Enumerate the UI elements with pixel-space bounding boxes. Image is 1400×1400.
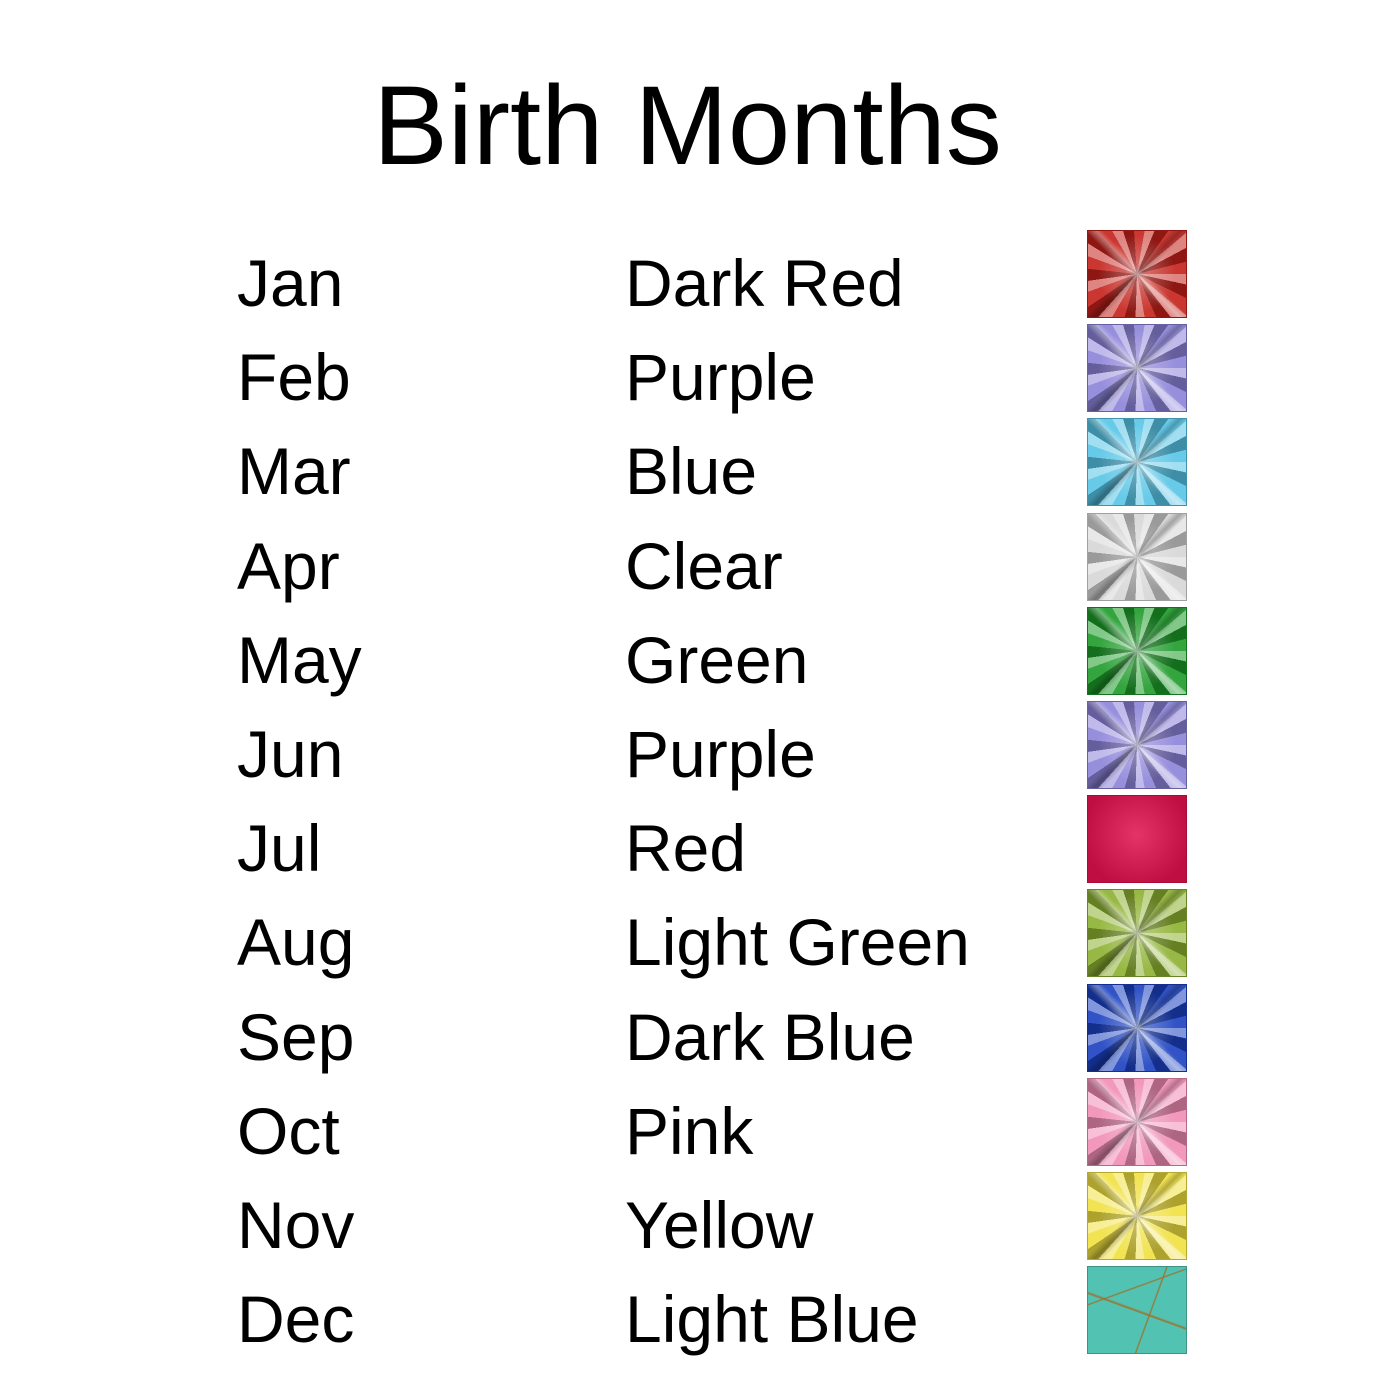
color-label: Purple — [625, 340, 816, 415]
color-label: Dark Blue — [625, 999, 915, 1074]
gemstone-swatch — [1087, 512, 1187, 601]
gemstone-swatch — [1087, 1077, 1187, 1166]
gemstone-swatch — [1087, 418, 1187, 507]
gemstone-swatch — [1087, 230, 1187, 318]
list-item: Apr Clear — [0, 512, 1400, 607]
month-label: Feb — [237, 340, 351, 415]
color-label: Yellow — [625, 1188, 814, 1262]
month-label: Jan — [237, 246, 344, 320]
month-label: Nov — [237, 1188, 355, 1262]
month-label: Jun — [237, 717, 344, 791]
gemstone-swatch — [1087, 889, 1187, 978]
gemstone-swatch — [1087, 1266, 1187, 1355]
gemstone-swatch — [1087, 983, 1187, 1072]
month-label: Jul — [237, 811, 322, 886]
list-item: Mar Blue — [0, 418, 1400, 512]
list-item: Feb Purple — [0, 324, 1400, 418]
color-label: Dark Red — [625, 246, 904, 320]
month-label: Oct — [237, 1093, 340, 1168]
color-label: Light Green — [625, 905, 970, 980]
month-label: Apr — [237, 528, 340, 603]
list-item: Nov Yellow — [0, 1172, 1400, 1266]
month-label: May — [237, 622, 362, 697]
color-label: Green — [625, 622, 809, 697]
month-label: Mar — [237, 434, 351, 509]
page-title: Birth Months — [373, 63, 1002, 188]
list-item: Sep Dark Blue — [0, 983, 1400, 1078]
list-item: May Green — [0, 606, 1400, 701]
color-label: Clear — [625, 528, 783, 603]
color-label: Purple — [625, 717, 816, 791]
gemstone-swatch — [1087, 795, 1187, 884]
gemstone-swatch — [1087, 701, 1187, 789]
gemstone-swatch — [1087, 606, 1187, 695]
month-label: Dec — [237, 1282, 355, 1357]
month-label: Sep — [237, 999, 355, 1074]
list-item: Jun Purple — [0, 701, 1400, 795]
color-label: Red — [625, 811, 747, 886]
color-label: Pink — [625, 1093, 754, 1168]
gemstone-swatch — [1087, 1172, 1187, 1260]
list-item: Jan Dark Red — [0, 230, 1400, 324]
list-item: Jul Red — [0, 795, 1400, 889]
gemstone-swatch — [1087, 324, 1187, 413]
color-label: Light Blue — [625, 1282, 919, 1357]
month-label: Aug — [237, 905, 355, 980]
color-label: Blue — [625, 434, 758, 509]
list-item: Dec Light Blue — [0, 1266, 1400, 1360]
list-item: Aug Light Green — [0, 889, 1400, 983]
list-item: Oct Pink — [0, 1077, 1400, 1172]
